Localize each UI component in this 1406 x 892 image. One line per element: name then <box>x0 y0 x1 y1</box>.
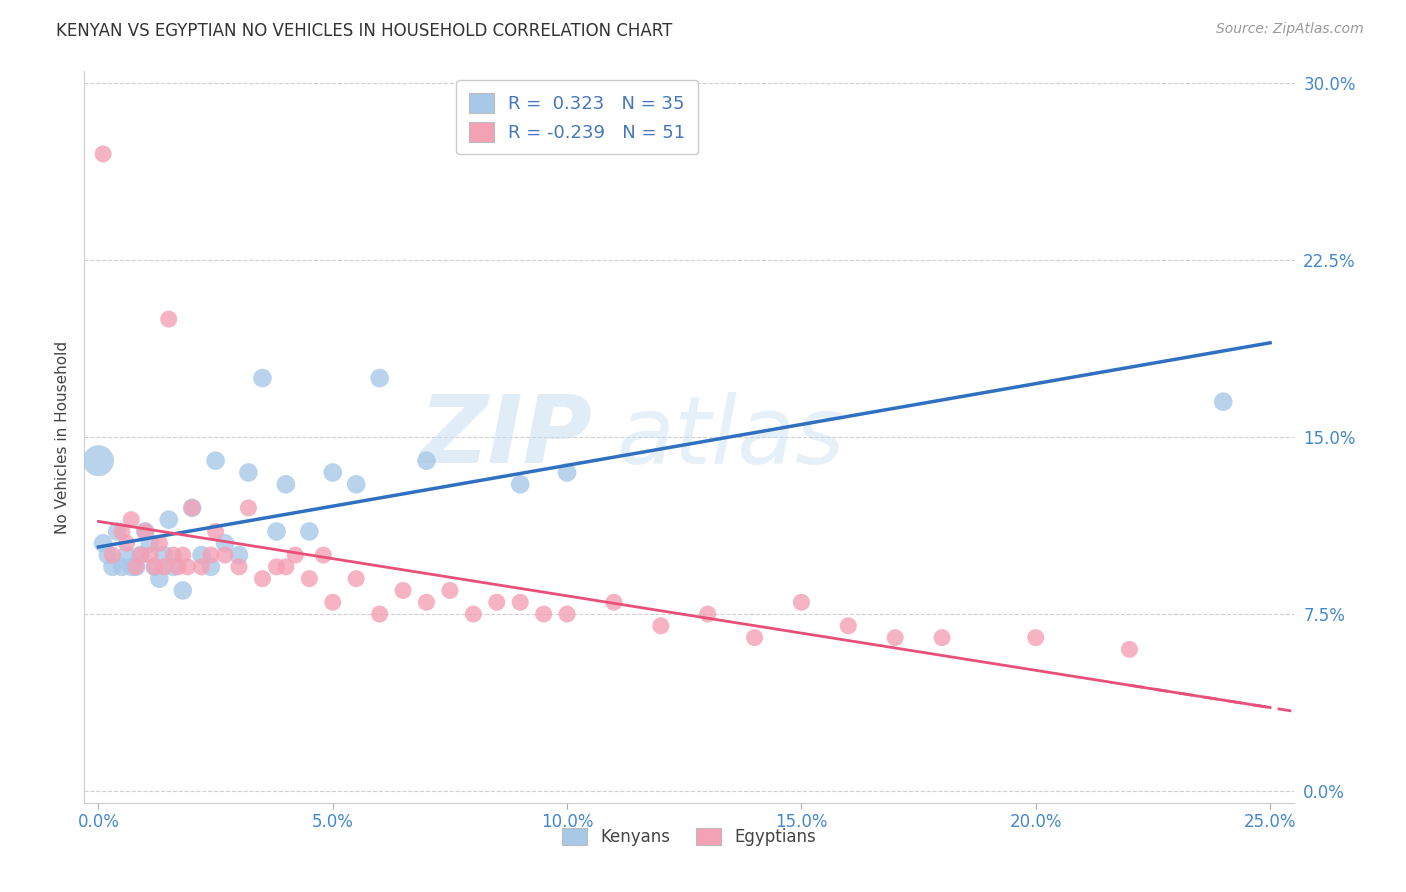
Point <box>139 548 162 562</box>
Point <box>463 607 485 621</box>
Point <box>129 548 152 562</box>
Point <box>134 524 156 539</box>
Point <box>931 631 953 645</box>
Point <box>97 548 120 562</box>
Point <box>238 500 260 515</box>
Point <box>298 524 321 539</box>
Point <box>139 536 162 550</box>
Point <box>115 548 138 562</box>
Point <box>101 548 124 562</box>
Point <box>1212 394 1234 409</box>
Point <box>603 595 626 609</box>
Text: Source: ZipAtlas.com: Source: ZipAtlas.com <box>1216 22 1364 37</box>
Text: KENYAN VS EGYPTIAN NO VEHICLES IN HOUSEHOLD CORRELATION CHART: KENYAN VS EGYPTIAN NO VEHICLES IN HOUSEH… <box>56 22 672 40</box>
Point <box>148 572 170 586</box>
Point <box>162 548 184 562</box>
Point <box>1025 631 1047 645</box>
Point <box>214 548 236 562</box>
Point <box>790 595 813 609</box>
Point <box>204 524 226 539</box>
Point <box>162 559 184 574</box>
Point <box>322 595 344 609</box>
Point <box>533 607 555 621</box>
Point <box>392 583 415 598</box>
Point <box>368 371 391 385</box>
Point <box>181 500 204 515</box>
Point <box>228 559 250 574</box>
Point <box>284 548 307 562</box>
Point <box>344 572 367 586</box>
Point <box>157 513 180 527</box>
Point <box>200 548 222 562</box>
Legend: Kenyans, Egyptians: Kenyans, Egyptians <box>555 822 823 853</box>
Point <box>274 559 297 574</box>
Point <box>143 559 166 574</box>
Point <box>368 607 391 621</box>
Point <box>415 595 437 609</box>
Point <box>91 147 114 161</box>
Point <box>274 477 297 491</box>
Point <box>650 619 672 633</box>
Point <box>120 513 142 527</box>
Point <box>837 619 859 633</box>
Point <box>744 631 766 645</box>
Point <box>172 583 194 598</box>
Point <box>148 536 170 550</box>
Point <box>884 631 907 645</box>
Point <box>125 559 148 574</box>
Point <box>111 524 134 539</box>
Point <box>125 559 148 574</box>
Point <box>87 453 110 467</box>
Point <box>181 500 204 515</box>
Point <box>153 548 176 562</box>
Point <box>252 371 274 385</box>
Point <box>228 548 250 562</box>
Point <box>134 524 156 539</box>
Point <box>214 536 236 550</box>
Point <box>190 559 212 574</box>
Point <box>344 477 367 491</box>
Point <box>157 312 180 326</box>
Point <box>1118 642 1140 657</box>
Point <box>485 595 508 609</box>
Point <box>266 524 288 539</box>
Point <box>172 548 194 562</box>
Point <box>200 559 222 574</box>
Point <box>415 453 437 467</box>
Point <box>509 595 531 609</box>
Point <box>115 536 138 550</box>
Y-axis label: No Vehicles in Household: No Vehicles in Household <box>55 341 70 533</box>
Point <box>509 477 531 491</box>
Point <box>129 548 152 562</box>
Point <box>167 559 190 574</box>
Point <box>204 453 226 467</box>
Point <box>555 466 578 480</box>
Point <box>312 548 335 562</box>
Point <box>252 572 274 586</box>
Point <box>153 559 176 574</box>
Point <box>696 607 718 621</box>
Point <box>91 536 114 550</box>
Text: ZIP: ZIP <box>419 391 592 483</box>
Point <box>176 559 198 574</box>
Point <box>101 559 124 574</box>
Point <box>555 607 578 621</box>
Point <box>105 524 128 539</box>
Point <box>111 559 134 574</box>
Point <box>298 572 321 586</box>
Point <box>143 559 166 574</box>
Point <box>266 559 288 574</box>
Text: atlas: atlas <box>616 392 845 483</box>
Point <box>439 583 461 598</box>
Point <box>120 559 142 574</box>
Point <box>190 548 212 562</box>
Point <box>238 466 260 480</box>
Point <box>322 466 344 480</box>
